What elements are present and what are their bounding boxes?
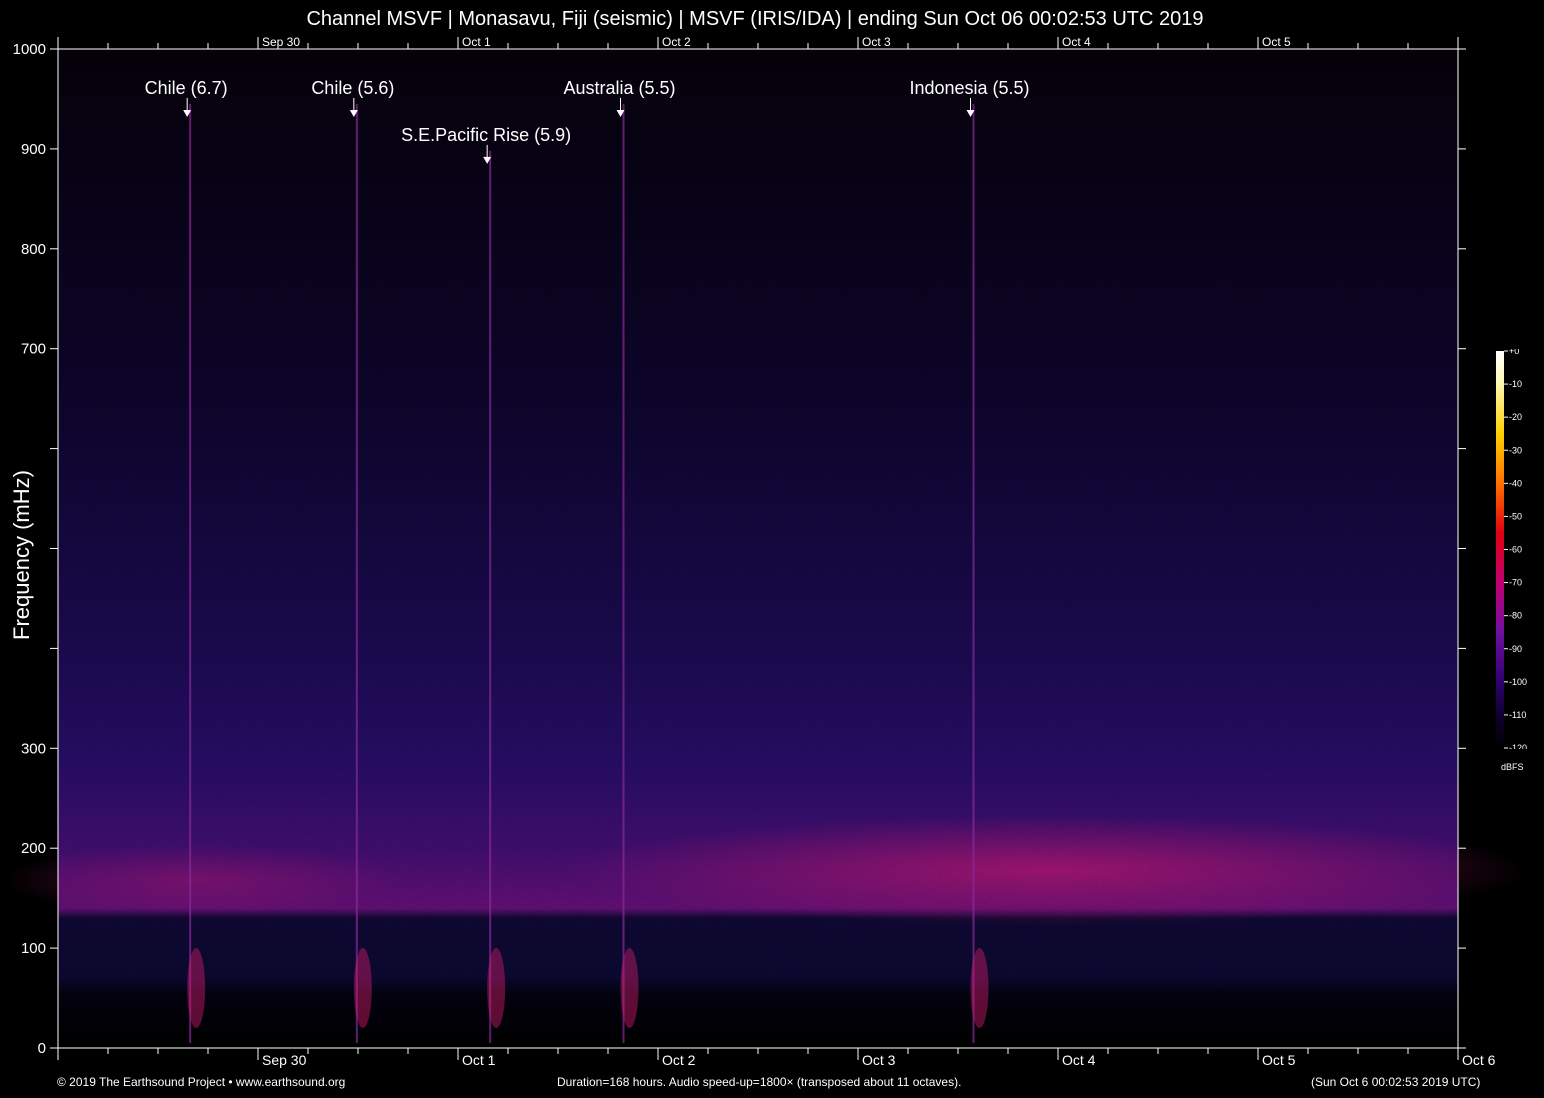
y-tick-label: 900	[21, 141, 46, 158]
colorbar-tick-label: +0	[1509, 349, 1519, 356]
footer-duration: Duration=168 hours. Audio speed-up=1800×…	[557, 1075, 962, 1089]
colorbar-gradient	[1496, 351, 1504, 748]
colorbar-tick-label: -10	[1509, 379, 1522, 389]
event-arrow-head	[616, 109, 625, 117]
x-tick-label: Oct 1	[462, 1052, 496, 1068]
y-axis-left: 0 100 200 300 700 800 900 1000	[13, 41, 58, 1057]
y-tick-label: 200	[21, 840, 46, 857]
x-top-tick-label: Oct 1	[462, 35, 491, 49]
colorbar: +0 -10 -20 -30 -40 -50 -60 -70 -80 -90 -100 -110 -12…	[1494, 346, 1534, 754]
x-top-tick-label: Oct 5	[1262, 35, 1291, 49]
event-streak-base	[620, 948, 639, 1029]
colorbar-tick-label: -40	[1509, 478, 1522, 488]
event-streak-base	[187, 948, 206, 1029]
footer-end-time: (Sun Oct 6 00:02:53 2019 UTC)	[1311, 1075, 1481, 1089]
event-label: Chile (5.6)	[311, 78, 394, 98]
footer-copyright: © 2019 The Earthsound Project • www.eart…	[57, 1075, 346, 1089]
event-label: Indonesia (5.5)	[909, 78, 1029, 98]
event-streak-base	[353, 948, 372, 1029]
colorbar-unit: dBFS	[1501, 762, 1524, 772]
colorbar-tick-label: -50	[1509, 511, 1522, 521]
y-tick-label: 1000	[13, 41, 46, 58]
noise-texture	[58, 49, 1458, 1048]
y-tick-label: 0	[38, 1040, 46, 1057]
x-tick-label: Oct 3	[862, 1052, 896, 1068]
event-arrow-head	[483, 156, 492, 164]
chart-title: Channel MSVF | Monasavu, Fiji (seismic) …	[306, 8, 1204, 30]
x-top-tick-label: Oct 2	[662, 35, 691, 49]
colorbar-tick-label: -20	[1509, 412, 1522, 422]
colorbar-tick-label: -60	[1509, 545, 1522, 555]
colorbar-tick-label: -70	[1509, 578, 1522, 588]
x-top-tick-label: Sep 30	[262, 35, 300, 49]
y-tick-label: 300	[21, 740, 46, 757]
event-label: Australia (5.5)	[563, 78, 675, 98]
y-tick-label: 800	[21, 241, 46, 258]
colorbar-tick-label: -100	[1509, 677, 1527, 687]
y-tick-label: 700	[21, 341, 46, 358]
plot-area	[0, 48, 1530, 1049]
x-axis-bottom: Sep 30 Oct 1 Oct 2 Oct 3 Oct 4 Oct 5 Oct 6	[57, 1048, 1496, 1068]
colorbar-tick-label: -110	[1509, 710, 1526, 720]
event-arrow-head	[349, 109, 358, 117]
y-axis-right	[1458, 48, 1466, 1049]
colorbar-tick-label: -30	[1509, 445, 1522, 455]
colorbar-tick-label: -120	[1509, 743, 1527, 749]
x-top-tick-label: Oct 4	[1062, 35, 1091, 49]
x-tick-label: Sep 30	[262, 1052, 307, 1068]
x-tick-label: Oct 2	[662, 1052, 696, 1068]
y-tick-label: 100	[21, 940, 46, 957]
event-arrow-head	[966, 109, 975, 117]
x-tick-label: Oct 6	[1462, 1052, 1496, 1068]
x-top-tick-label: Oct 3	[862, 35, 891, 49]
x-tick-label: Oct 5	[1262, 1052, 1296, 1068]
event-annotations: Chile (6.7) Chile (5.6) S.E.Pacific Rise (…	[145, 78, 1030, 164]
x-axis-top: Sep 30 Oct 1 Oct 2 Oct 3 Oct 4 Oct 5	[57, 35, 1459, 49]
event-label: Chile (6.7)	[145, 78, 228, 98]
colorbar-tick-label: -80	[1509, 611, 1522, 621]
colorbar-tick-label: -90	[1509, 644, 1522, 654]
event-arrow-head	[183, 109, 192, 117]
colorbar-svg: +0 -10 -20 -30 -40 -50 -60 -70 -80 -90 -100 -110 -12…	[1496, 346, 1527, 753]
event-streak-base	[970, 948, 989, 1029]
event-streaks	[187, 103, 989, 1044]
event-streak-base	[487, 948, 506, 1029]
event-label: S.E.Pacific Rise (5.9)	[401, 125, 571, 145]
x-tick-label: Oct 4	[1062, 1052, 1096, 1068]
